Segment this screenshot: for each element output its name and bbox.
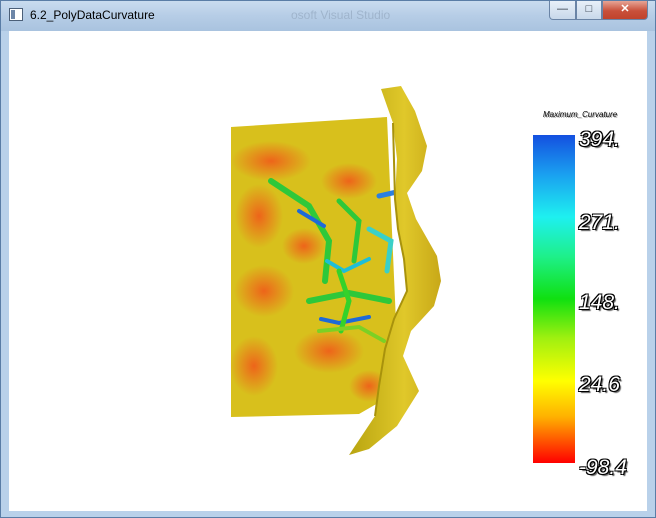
scalar-bar-label-max: 394. — [579, 128, 620, 151]
surface-fold-edge — [374, 122, 409, 417]
window-bottom-border — [9, 511, 647, 517]
surface-hotspots — [230, 141, 389, 402]
window-title: 6.2_PolyDataCurvature — [30, 8, 155, 22]
window-app-icon[interactable] — [9, 8, 23, 21]
background-window-title: osoft Visual Studio — [291, 8, 391, 22]
render-viewport[interactable]: Maximum_Curvature 394. 271. 148. 24.6 -9… — [9, 31, 647, 511]
minimize-button[interactable]: — — [549, 1, 576, 20]
surface-fold — [349, 86, 441, 455]
maximize-button[interactable]: □ — [576, 1, 602, 20]
surface-high-curvature-ridges — [268, 178, 404, 343]
scalar-bar-label-3: 148. — [579, 291, 620, 314]
title-bar[interactable]: 6.2_PolyDataCurvature osoft Visual Studi… — [1, 1, 655, 31]
scalar-bar-title: Maximum_Curvature — [543, 110, 618, 119]
scalar-bar-label-4: 24.6 — [579, 373, 620, 396]
scalar-bar-gradient — [533, 135, 575, 463]
close-button[interactable]: ✕ — [602, 1, 648, 20]
scalar-bar-label-min: -98.4 — [579, 456, 627, 479]
scalar-bar-label-2: 271. — [579, 211, 620, 234]
curvature-surface-render[interactable] — [9, 31, 647, 511]
